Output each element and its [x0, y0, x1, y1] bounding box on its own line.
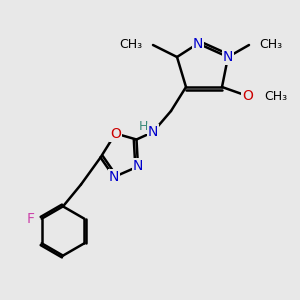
Text: CH₃: CH₃ — [264, 89, 287, 103]
Text: H: H — [139, 120, 148, 133]
Text: CH₃: CH₃ — [119, 38, 142, 52]
Text: O: O — [242, 89, 253, 103]
Text: N: N — [193, 37, 203, 50]
Text: O: O — [110, 127, 121, 140]
Text: N: N — [133, 160, 143, 173]
Text: N: N — [109, 170, 119, 184]
Text: N: N — [223, 50, 233, 64]
Text: F: F — [26, 212, 34, 226]
Text: N: N — [148, 125, 158, 139]
Text: CH₃: CH₃ — [260, 38, 283, 52]
